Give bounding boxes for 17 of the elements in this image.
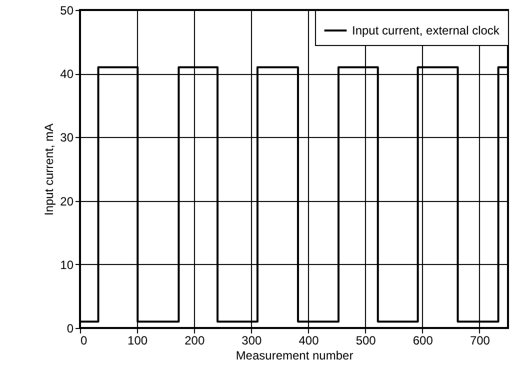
y-tick-label: 30 xyxy=(60,130,74,145)
x-tick-label: 300 xyxy=(242,334,262,348)
x-tick-label: 100 xyxy=(128,334,148,348)
x-tick-label: 500 xyxy=(356,334,376,348)
y-tick-label: 10 xyxy=(60,258,74,272)
x-tick-label: 700 xyxy=(470,334,490,348)
y-tick-label: 20 xyxy=(60,194,74,208)
y-tick-label: 40 xyxy=(60,67,74,82)
x-tick-label: 600 xyxy=(412,334,434,348)
x-tick-label: 400 xyxy=(298,334,320,348)
x-tick-label: 0 xyxy=(80,334,88,348)
x-axis-title: Measurement number xyxy=(236,348,354,362)
y-tick-label: 0 xyxy=(66,322,74,336)
y-axis-title: Input current, mA xyxy=(42,123,56,216)
x-tick-label: 200 xyxy=(184,334,205,348)
y-tick-label: 50 xyxy=(60,4,74,18)
legend-label: Input current, external clock xyxy=(352,24,500,38)
